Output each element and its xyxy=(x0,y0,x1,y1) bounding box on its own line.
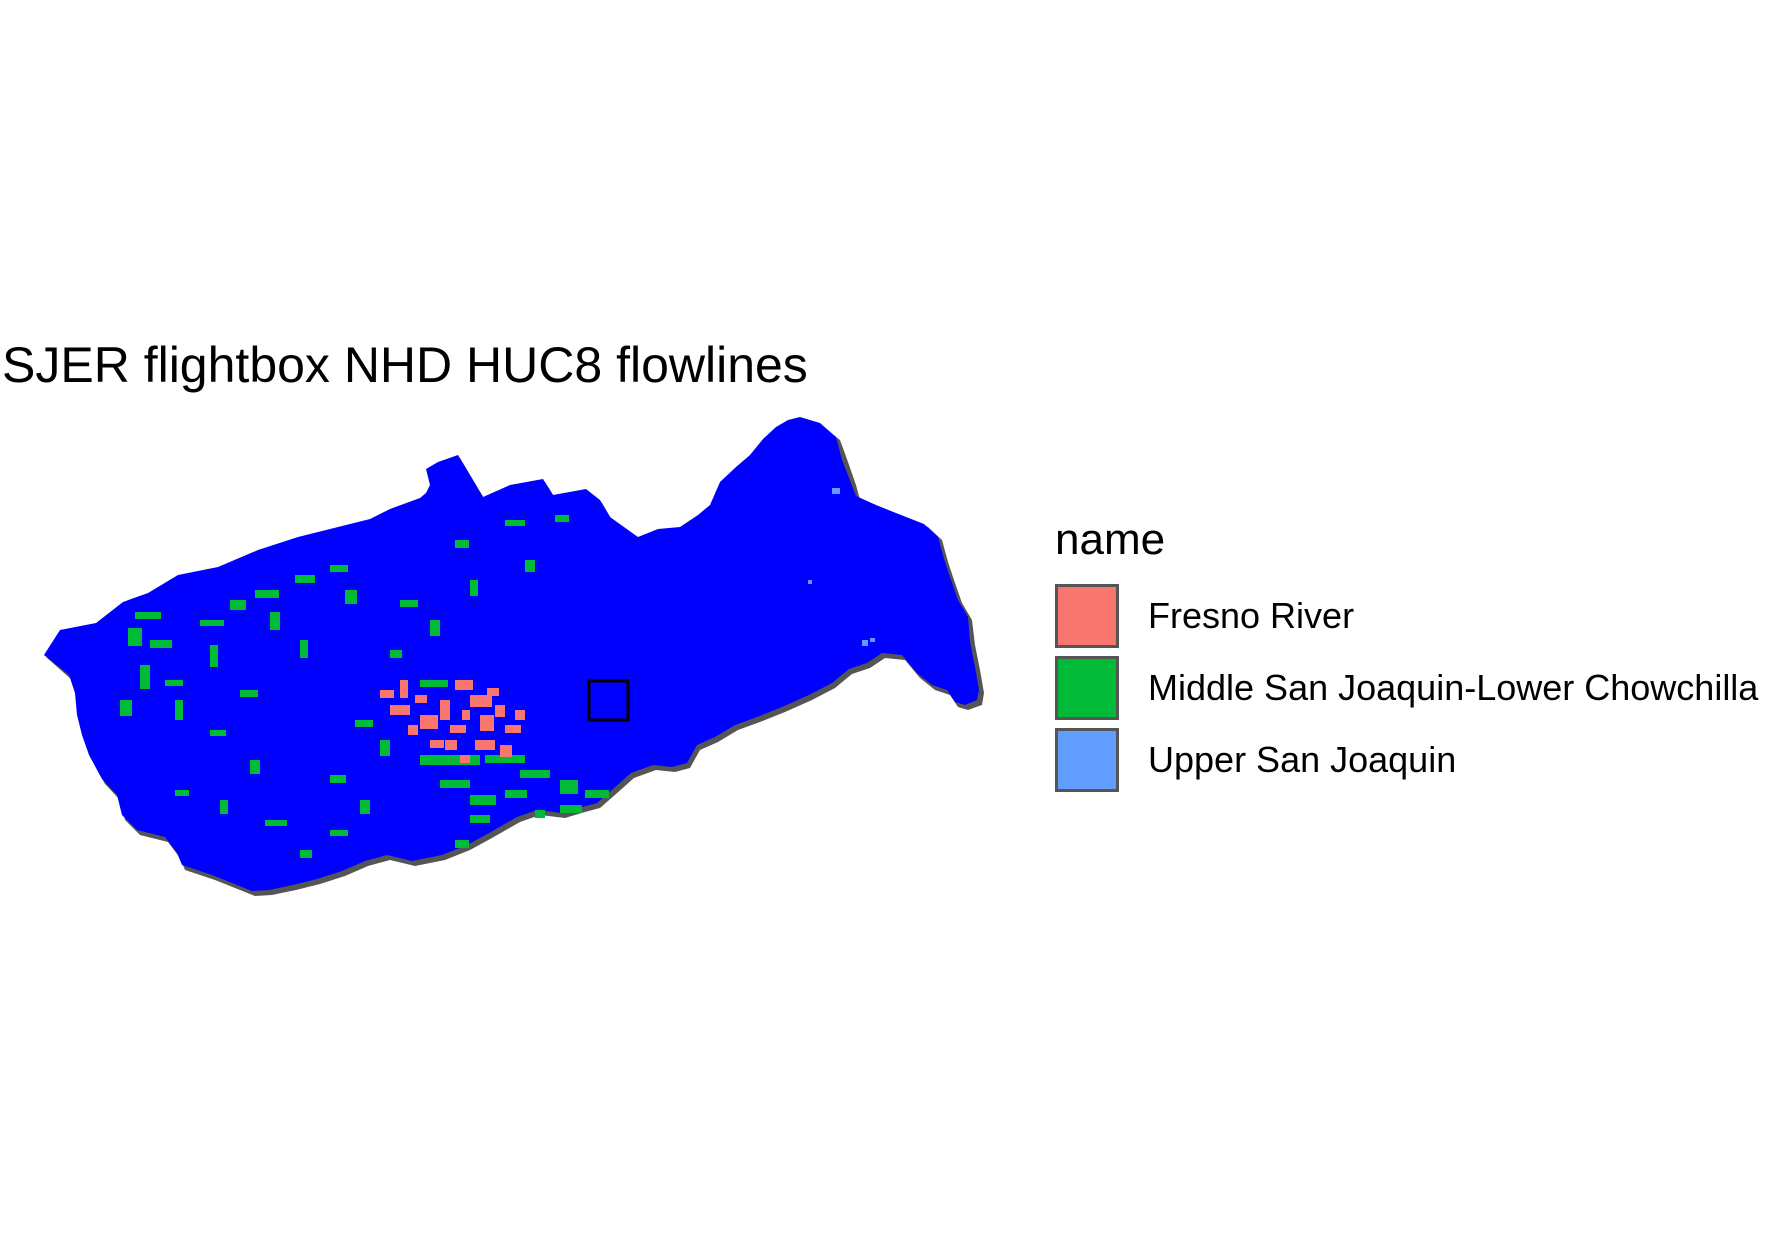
legend-key-upper-san-joaquin xyxy=(1055,728,1119,792)
middle-san-joaquin-flowlines xyxy=(120,515,609,858)
legend-item-upper-san-joaquin: Upper San Joaquin xyxy=(1055,724,1456,796)
map-title: SJER flightbox NHD HUC8 flowlines xyxy=(2,337,808,393)
legend-label-upper-san-joaquin: Upper San Joaquin xyxy=(1148,739,1457,780)
legend-title: name xyxy=(1055,515,1166,564)
legend: name Fresno River Middle San Joaquin-Low… xyxy=(1055,515,1758,796)
sjer-flightbox xyxy=(587,679,630,722)
legend-item-middle-san-joaquin: Middle San Joaquin-Lower Chowchilla xyxy=(1055,652,1758,724)
legend-key-middle-san-joaquin xyxy=(1055,656,1119,720)
legend-label-fresno-river: Fresno River xyxy=(1148,595,1355,636)
legend-key-fresno-river xyxy=(1055,584,1119,648)
flowline-fragment xyxy=(78,713,96,717)
fresno-river-flowlines xyxy=(380,680,525,763)
legend-label-middle-san-joaquin: Middle San Joaquin-Lower Chowchilla xyxy=(1148,667,1759,708)
upper-san-joaquin-flowlines xyxy=(808,488,875,646)
flowline-network xyxy=(44,417,979,891)
legend-item-fresno-river: Fresno River xyxy=(1055,580,1354,652)
